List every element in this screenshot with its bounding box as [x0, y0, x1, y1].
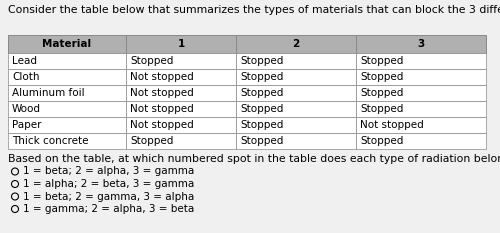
Text: 3: 3 — [418, 39, 424, 49]
Bar — [126, 101, 236, 117]
Bar — [236, 35, 356, 53]
Bar — [356, 53, 486, 69]
Bar — [8, 133, 126, 149]
Text: Stopped: Stopped — [360, 88, 404, 98]
Bar — [8, 69, 126, 85]
Bar — [356, 101, 486, 117]
Text: 1 = beta; 2 = gamma, 3 = alpha: 1 = beta; 2 = gamma, 3 = alpha — [23, 192, 194, 202]
Bar — [8, 35, 126, 53]
Text: Aluminum foil: Aluminum foil — [12, 88, 85, 98]
Bar — [8, 117, 126, 133]
Bar — [236, 133, 356, 149]
Text: Not stopped: Not stopped — [130, 72, 194, 82]
Bar — [8, 53, 126, 69]
Text: 1 = alpha; 2 = beta, 3 = gamma: 1 = alpha; 2 = beta, 3 = gamma — [23, 179, 194, 189]
Text: Stopped: Stopped — [130, 56, 174, 66]
Text: 1 = gamma; 2 = alpha, 3 = beta: 1 = gamma; 2 = alpha, 3 = beta — [23, 204, 194, 214]
Text: Stopped: Stopped — [240, 56, 284, 66]
Text: Stopped: Stopped — [360, 136, 404, 146]
Text: Stopped: Stopped — [130, 136, 174, 146]
Bar — [236, 117, 356, 133]
Text: Stopped: Stopped — [240, 104, 284, 114]
Bar — [236, 85, 356, 101]
Text: 1 = beta; 2 = alpha, 3 = gamma: 1 = beta; 2 = alpha, 3 = gamma — [23, 167, 194, 177]
Text: Stopped: Stopped — [360, 72, 404, 82]
Text: Not stopped: Not stopped — [360, 120, 424, 130]
Text: Cloth: Cloth — [12, 72, 40, 82]
Bar — [126, 69, 236, 85]
Text: Based on the table, at which numbered spot in the table does each type of radiat: Based on the table, at which numbered sp… — [8, 154, 500, 164]
Bar — [356, 85, 486, 101]
Text: Lead: Lead — [12, 56, 37, 66]
Text: Not stopped: Not stopped — [130, 104, 194, 114]
Text: Stopped: Stopped — [360, 104, 404, 114]
Text: Stopped: Stopped — [240, 88, 284, 98]
Text: Stopped: Stopped — [240, 136, 284, 146]
Bar — [8, 101, 126, 117]
Bar — [236, 53, 356, 69]
Bar — [356, 117, 486, 133]
Text: 2: 2 — [292, 39, 300, 49]
Text: 1: 1 — [178, 39, 184, 49]
Bar — [126, 35, 236, 53]
Bar — [236, 101, 356, 117]
Bar — [126, 117, 236, 133]
Bar — [356, 133, 486, 149]
Text: Consider the table below that summarizes the types of materials that can block t: Consider the table below that summarizes… — [8, 5, 500, 15]
Text: Stopped: Stopped — [240, 120, 284, 130]
Bar — [356, 35, 486, 53]
Text: Paper: Paper — [12, 120, 42, 130]
Bar — [356, 69, 486, 85]
Bar — [126, 85, 236, 101]
Text: Not stopped: Not stopped — [130, 120, 194, 130]
Text: Thick concrete: Thick concrete — [12, 136, 88, 146]
Bar — [126, 133, 236, 149]
Text: Stopped: Stopped — [240, 72, 284, 82]
Text: Stopped: Stopped — [360, 56, 404, 66]
Bar — [236, 69, 356, 85]
Text: Wood: Wood — [12, 104, 41, 114]
Text: Material: Material — [42, 39, 92, 49]
Text: Not stopped: Not stopped — [130, 88, 194, 98]
Bar — [126, 53, 236, 69]
Bar — [8, 85, 126, 101]
